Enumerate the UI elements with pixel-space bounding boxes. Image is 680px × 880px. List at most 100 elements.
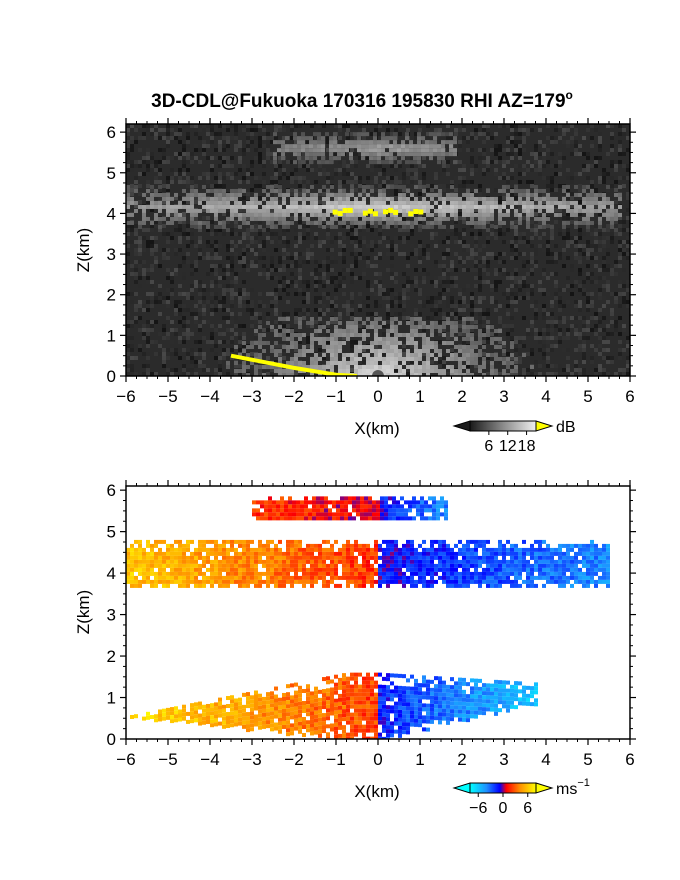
noise-pixel bbox=[202, 200, 206, 204]
reflectivity-cell bbox=[438, 373, 442, 376]
reflectivity-cell bbox=[518, 220, 522, 225]
noise-pixel bbox=[598, 368, 602, 372]
noise-pixel bbox=[226, 356, 230, 360]
noise-pixel bbox=[162, 148, 166, 152]
noise-pixel bbox=[546, 364, 550, 368]
noise-pixel bbox=[306, 260, 310, 264]
noise-pixel bbox=[470, 248, 474, 252]
noise-pixel bbox=[250, 316, 254, 320]
reflectivity-cell bbox=[338, 208, 342, 213]
noise-pixel bbox=[338, 132, 342, 136]
noise-pixel bbox=[170, 132, 174, 136]
noise-pixel bbox=[578, 152, 582, 156]
reflectivity-cell bbox=[482, 204, 486, 209]
noise-pixel bbox=[170, 272, 174, 276]
reflectivity-cell bbox=[514, 200, 518, 205]
noise-pixel bbox=[218, 276, 222, 280]
noise-pixel bbox=[310, 324, 314, 328]
noise-pixel bbox=[626, 192, 630, 196]
noise-pixel bbox=[158, 332, 162, 336]
noise-pixel bbox=[386, 236, 390, 240]
noise-pixel bbox=[458, 324, 462, 328]
noise-pixel bbox=[134, 304, 138, 308]
reflectivity-cell bbox=[374, 204, 378, 209]
noise-pixel bbox=[242, 128, 246, 132]
reflectivity-cell bbox=[281, 148, 285, 153]
reflectivity-cell bbox=[358, 208, 362, 213]
noise-pixel bbox=[602, 180, 606, 184]
noise-pixel bbox=[562, 156, 566, 160]
noise-pixel bbox=[258, 320, 262, 324]
noise-pixel bbox=[338, 224, 342, 228]
noise-pixel bbox=[626, 360, 630, 364]
reflectivity-cell bbox=[494, 345, 498, 349]
reflectivity-cell bbox=[450, 365, 454, 369]
noise-pixel bbox=[594, 164, 598, 168]
reflectivity-cell bbox=[158, 192, 162, 197]
noise-pixel bbox=[482, 312, 486, 316]
noise-pixel bbox=[542, 176, 546, 180]
noise-pixel bbox=[510, 248, 514, 252]
noise-pixel bbox=[222, 232, 226, 236]
noise-pixel bbox=[178, 312, 182, 316]
reflectivity-cell bbox=[406, 341, 410, 345]
noise-pixel bbox=[430, 280, 434, 284]
reflectivity-cell bbox=[305, 136, 309, 141]
reflectivity-cell bbox=[278, 184, 282, 189]
reflectivity-cell bbox=[322, 365, 326, 369]
reflectivity-cell bbox=[442, 333, 446, 337]
noise-pixel bbox=[474, 372, 478, 376]
reflectivity-cell bbox=[242, 365, 246, 369]
reflectivity-cell bbox=[246, 204, 250, 209]
noise-pixel bbox=[150, 208, 154, 212]
noise-pixel bbox=[150, 268, 154, 272]
reflectivity-cell bbox=[238, 224, 242, 229]
noise-pixel bbox=[594, 128, 598, 132]
noise-pixel bbox=[458, 168, 462, 172]
reflectivity-cell bbox=[518, 192, 522, 197]
noise-pixel bbox=[506, 288, 510, 292]
noise-pixel bbox=[606, 248, 610, 252]
reflectivity-cell bbox=[314, 200, 318, 205]
noise-pixel bbox=[326, 228, 330, 232]
noise-pixel bbox=[578, 348, 582, 352]
reflectivity-cell bbox=[586, 184, 590, 189]
noise-pixel bbox=[502, 260, 506, 264]
noise-pixel bbox=[514, 140, 518, 144]
reflectivity-cell bbox=[350, 325, 354, 329]
reflectivity-cell bbox=[166, 204, 170, 209]
noise-pixel bbox=[502, 344, 506, 348]
noise-pixel bbox=[578, 308, 582, 312]
noise-pixel bbox=[326, 172, 330, 176]
reflectivity-cell bbox=[586, 212, 590, 217]
noise-pixel bbox=[598, 292, 602, 296]
noise-pixel bbox=[134, 232, 138, 236]
noise-pixel bbox=[270, 152, 274, 156]
noise-pixel bbox=[510, 244, 514, 248]
noise-pixel bbox=[482, 328, 486, 332]
noise-pixel bbox=[170, 372, 174, 376]
noise-pixel bbox=[434, 260, 438, 264]
noise-pixel bbox=[426, 136, 430, 140]
noise-pixel bbox=[130, 364, 134, 368]
noise-pixel bbox=[306, 344, 310, 348]
reflectivity-cell bbox=[618, 184, 622, 189]
noise-pixel bbox=[138, 152, 142, 156]
reflectivity-cell bbox=[394, 200, 398, 205]
noise-pixel bbox=[258, 148, 262, 152]
noise-pixel bbox=[254, 148, 258, 152]
reflectivity-cell bbox=[273, 156, 277, 161]
noise-pixel bbox=[442, 276, 446, 280]
reflectivity-cell bbox=[386, 353, 390, 357]
noise-pixel bbox=[542, 352, 546, 356]
noise-pixel bbox=[390, 300, 394, 304]
noise-pixel bbox=[226, 160, 230, 164]
reflectivity-cell bbox=[394, 341, 398, 345]
noise-pixel bbox=[278, 260, 282, 264]
noise-pixel bbox=[414, 284, 418, 288]
noise-pixel bbox=[490, 256, 494, 260]
noise-pixel bbox=[210, 336, 214, 340]
noise-pixel bbox=[226, 140, 230, 144]
noise-pixel bbox=[226, 172, 230, 176]
noise-pixel bbox=[422, 252, 426, 256]
